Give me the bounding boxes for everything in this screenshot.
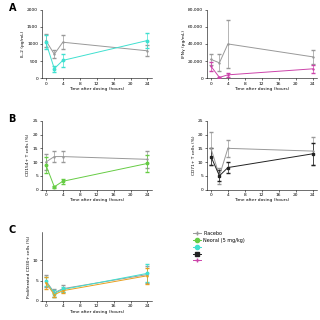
Y-axis label: CD154+ T cells (%): CD154+ T cells (%): [27, 134, 30, 176]
Y-axis label: Proliferated CD30+ cells (%): Proliferated CD30+ cells (%): [27, 235, 30, 298]
X-axis label: Time after dosing (hours): Time after dosing (hours): [234, 198, 289, 203]
Text: B: B: [9, 114, 16, 124]
Y-axis label: CD71+ T cells (%): CD71+ T cells (%): [192, 135, 196, 175]
Y-axis label: IL-2 (pg/mL): IL-2 (pg/mL): [21, 31, 25, 57]
Text: A: A: [9, 3, 16, 13]
X-axis label: Time after dosing (hours): Time after dosing (hours): [69, 87, 124, 91]
Y-axis label: IFNγ (pg/mL): IFNγ (pg/mL): [182, 30, 186, 58]
X-axis label: Time after dosing (hours): Time after dosing (hours): [69, 198, 124, 203]
X-axis label: Time after dosing (hours): Time after dosing (hours): [234, 87, 289, 91]
X-axis label: Time after dosing (hours): Time after dosing (hours): [69, 310, 124, 314]
Legend: Placebo, Neoral (5 mg/kg), , , : Placebo, Neoral (5 mg/kg), , ,: [193, 231, 245, 263]
Text: C: C: [9, 225, 16, 235]
